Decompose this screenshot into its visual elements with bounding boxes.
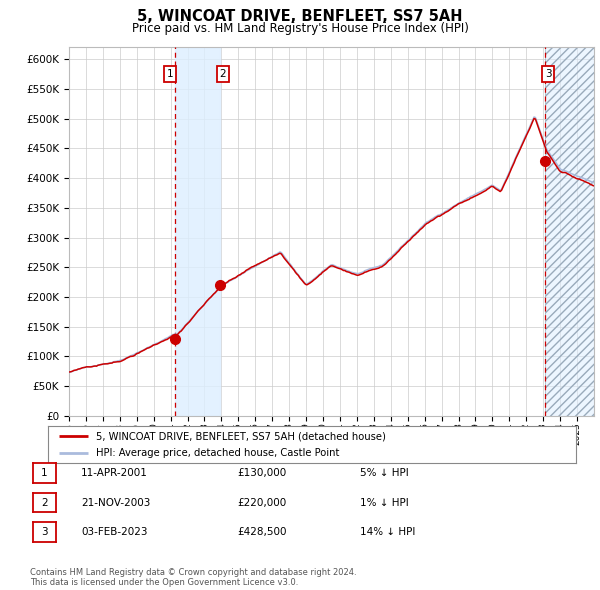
Text: HPI: Average price, detached house, Castle Point: HPI: Average price, detached house, Cast… <box>95 448 339 458</box>
Text: 1: 1 <box>41 468 48 478</box>
Text: Price paid vs. HM Land Registry's House Price Index (HPI): Price paid vs. HM Land Registry's House … <box>131 22 469 35</box>
Text: £428,500: £428,500 <box>237 527 287 537</box>
Text: 1: 1 <box>167 69 173 79</box>
Text: £220,000: £220,000 <box>237 498 286 507</box>
Text: 21-NOV-2003: 21-NOV-2003 <box>81 498 151 507</box>
Text: Contains HM Land Registry data © Crown copyright and database right 2024.
This d: Contains HM Land Registry data © Crown c… <box>30 568 356 587</box>
Text: 5, WINCOAT DRIVE, BENFLEET, SS7 5AH (detached house): 5, WINCOAT DRIVE, BENFLEET, SS7 5AH (det… <box>95 431 385 441</box>
Text: 3: 3 <box>545 69 551 79</box>
Text: £130,000: £130,000 <box>237 468 286 478</box>
Text: 3: 3 <box>41 527 48 537</box>
Text: 11-APR-2001: 11-APR-2001 <box>81 468 148 478</box>
Text: 1% ↓ HPI: 1% ↓ HPI <box>360 498 409 507</box>
Text: 5, WINCOAT DRIVE, BENFLEET, SS7 5AH: 5, WINCOAT DRIVE, BENFLEET, SS7 5AH <box>137 9 463 24</box>
Text: 14% ↓ HPI: 14% ↓ HPI <box>360 527 415 537</box>
Text: 2: 2 <box>220 69 226 79</box>
Text: 03-FEB-2023: 03-FEB-2023 <box>81 527 148 537</box>
Text: 5% ↓ HPI: 5% ↓ HPI <box>360 468 409 478</box>
Bar <box>545 47 594 416</box>
Bar <box>175 47 220 416</box>
Bar <box>545 47 594 416</box>
Text: 2: 2 <box>41 498 48 507</box>
